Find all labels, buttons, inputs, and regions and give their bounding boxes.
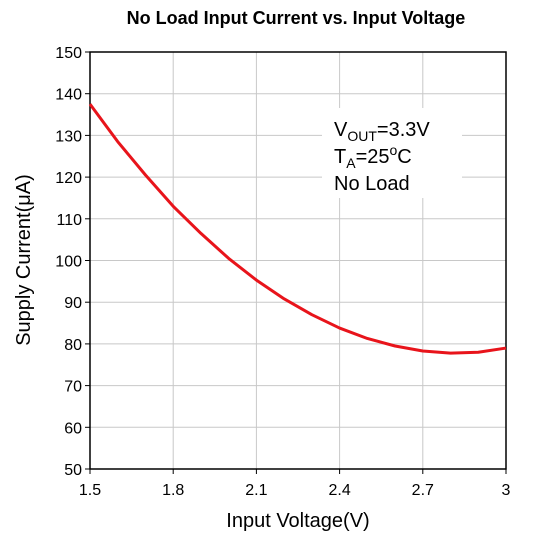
annotation-text: No Load <box>334 173 410 195</box>
y-tick-label: 130 <box>55 128 82 145</box>
x-tick-label: 2.1 <box>245 482 267 499</box>
x-tick-label: 2.4 <box>328 482 350 499</box>
y-tick-label: 70 <box>64 379 82 396</box>
x-tick-label: 3 <box>502 482 511 499</box>
annotation-text: o <box>390 142 398 158</box>
annotation: No Load <box>334 173 410 195</box>
x-tick-label: 1.8 <box>162 482 184 499</box>
annotation-background <box>322 108 462 198</box>
annotation-text: C <box>397 146 411 168</box>
annotation-text: V <box>334 119 348 141</box>
y-tick-label: 50 <box>64 462 82 479</box>
chart-title: No Load Input Current vs. Input Voltage <box>127 8 466 28</box>
y-tick-label: 60 <box>64 420 82 437</box>
x-axis-label: Input Voltage(V) <box>226 510 369 532</box>
y-tick-label: 150 <box>55 45 82 62</box>
annotation: TA=25oC <box>334 142 412 171</box>
annotation-text: OUT <box>347 128 377 144</box>
y-tick-label: 140 <box>55 87 82 104</box>
data-line <box>88 103 507 355</box>
annotation-text: =3.3V <box>377 119 430 141</box>
x-tick-label: 1.5 <box>79 482 101 499</box>
y-tick-label: 110 <box>56 212 82 229</box>
annotation-text: T <box>334 146 346 168</box>
annotation-text: A <box>346 155 356 171</box>
annotation-text: =25 <box>356 146 390 168</box>
y-tick-label: 90 <box>64 295 82 312</box>
x-tick-label: 2.7 <box>412 482 434 499</box>
y-tick-label: 120 <box>55 170 82 187</box>
annotation: VOUT=3.3V <box>334 119 430 144</box>
y-axis-label: Supply Current(μA) <box>13 174 35 346</box>
y-tick-label: 100 <box>55 254 82 271</box>
plot-frame <box>89 51 507 470</box>
y-tick-label: 80 <box>64 337 82 354</box>
